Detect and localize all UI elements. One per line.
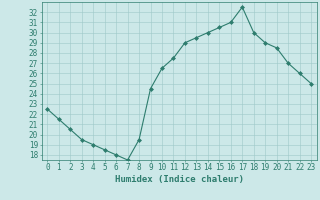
X-axis label: Humidex (Indice chaleur): Humidex (Indice chaleur) (115, 175, 244, 184)
